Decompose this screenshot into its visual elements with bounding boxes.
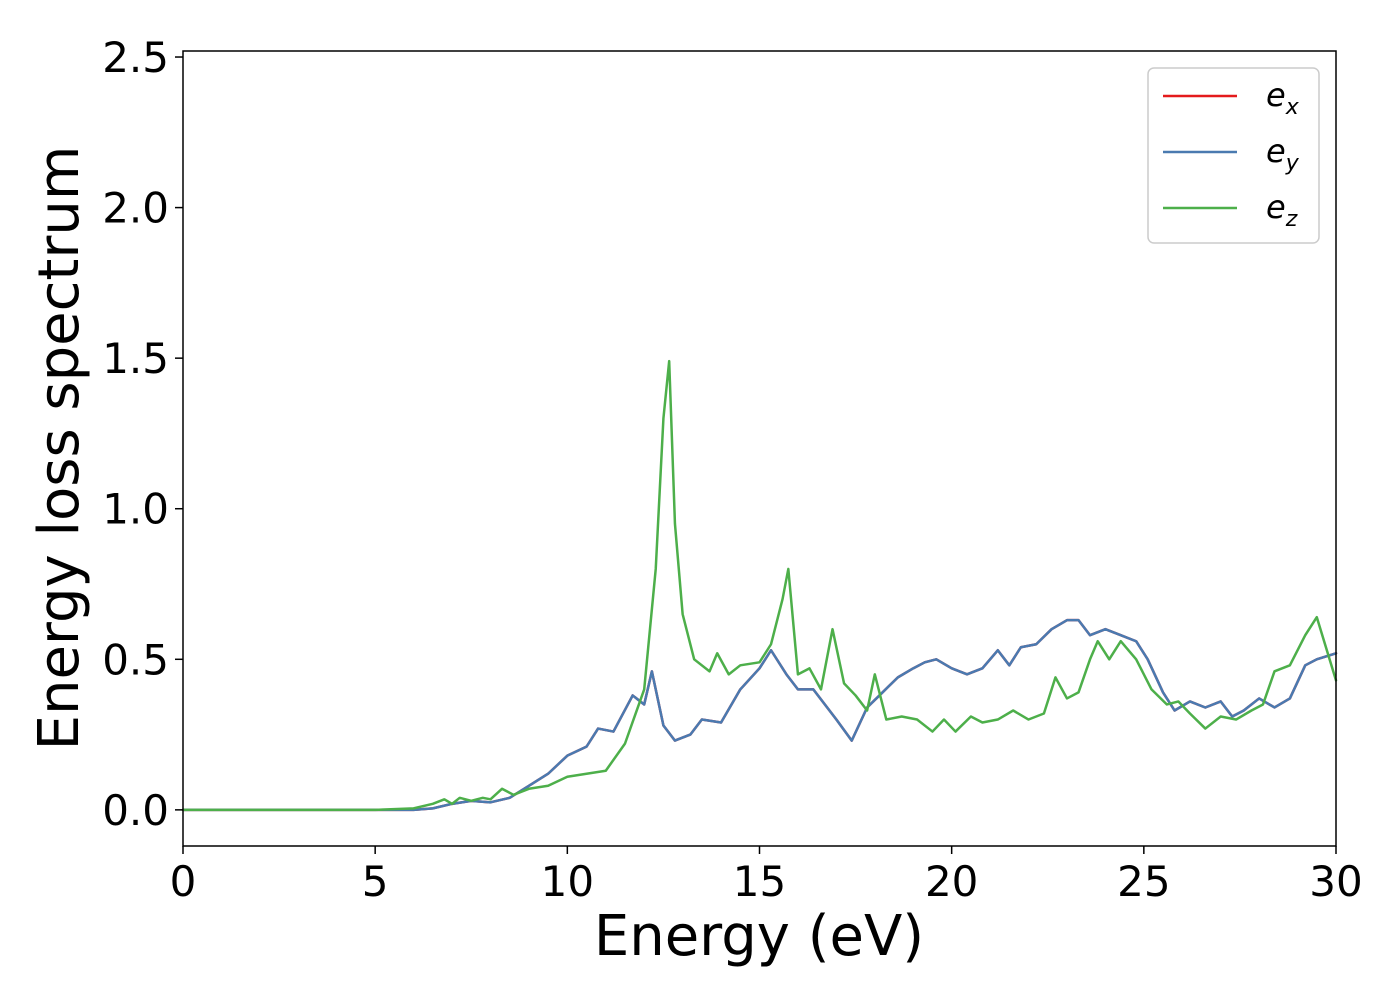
legend-label-x: ex: [1266, 76, 1300, 120]
x-tick-label: 10: [541, 857, 594, 906]
x-tick-label: 25: [1117, 857, 1170, 906]
y-tick-label: 2.0: [102, 184, 169, 233]
y-tick-label: 1.5: [102, 334, 169, 383]
y-axis-ticks: 0.0 0.5 1.0 1.5 2.0 2.5: [102, 33, 183, 835]
legend-label-z: ez: [1266, 188, 1298, 232]
legend-label-subscript: z: [1285, 207, 1298, 232]
legend-label-subscript: x: [1285, 95, 1300, 120]
legend-box: [1147, 67, 1320, 244]
y-tick-label: 2.5: [102, 33, 169, 82]
x-tick-label: 20: [925, 857, 978, 906]
plot-series-group: [181, 359, 1338, 812]
y-tick-label: 0.5: [102, 635, 169, 684]
legend-label-y: ey: [1266, 132, 1300, 176]
x-tick-label: 30: [1309, 857, 1362, 906]
y-tick-label: 1.0: [102, 485, 169, 534]
legend-label-subscript: y: [1285, 151, 1300, 176]
legend-label-base: e: [1266, 188, 1286, 226]
series-line-x: [181, 618, 1338, 812]
x-tick-label: 5: [362, 857, 389, 906]
x-tick-label: 15: [733, 857, 786, 906]
x-tick-label: 0: [170, 857, 197, 906]
x-axis-ticks: 0 5 10 15 20 25 30: [170, 846, 1363, 906]
series-line-y: [181, 618, 1338, 812]
x-axis-title: Energy (eV): [594, 904, 924, 969]
y-axis-title: Energy loss spectrum: [27, 146, 92, 751]
legend-label-base: e: [1266, 76, 1286, 114]
series-line-z: [181, 359, 1338, 812]
y-tick-label: 0.0: [102, 786, 169, 835]
legend-label-base: e: [1266, 132, 1286, 170]
